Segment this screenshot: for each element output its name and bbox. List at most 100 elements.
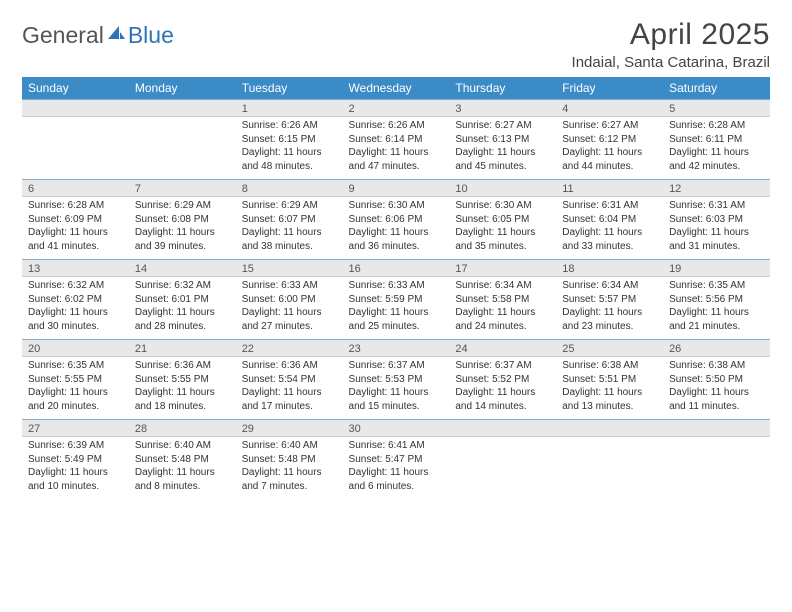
sunset-text: Sunset: 5:52 PM	[455, 373, 550, 387]
calendar-row: 20Sunrise: 6:35 AMSunset: 5:55 PMDayligh…	[22, 339, 770, 419]
sunrise-text: Sunrise: 6:39 AM	[28, 439, 123, 453]
sunrise-text: Sunrise: 6:41 AM	[349, 439, 444, 453]
daylight-text-2: and 38 minutes.	[242, 240, 337, 254]
daylight-text-1: Daylight: 11 hours	[242, 386, 337, 400]
day-details: Sunrise: 6:28 AMSunset: 6:09 PMDaylight:…	[22, 197, 129, 259]
daylight-text-1: Daylight: 11 hours	[28, 306, 123, 320]
daylight-text-1: Daylight: 11 hours	[135, 306, 230, 320]
daylight-text-2: and 7 minutes.	[242, 480, 337, 494]
day-number: 30	[343, 419, 450, 437]
logo-text-general: General	[22, 22, 104, 49]
day-cell-22: 22Sunrise: 6:36 AMSunset: 5:54 PMDayligh…	[236, 339, 343, 419]
day-number: 6	[22, 179, 129, 197]
day-number	[22, 99, 129, 117]
day-number	[663, 419, 770, 437]
sunset-text: Sunset: 6:00 PM	[242, 293, 337, 307]
sunrise-text: Sunrise: 6:40 AM	[242, 439, 337, 453]
day-number: 12	[663, 179, 770, 197]
daylight-text-2: and 18 minutes.	[135, 400, 230, 414]
day-details: Sunrise: 6:32 AMSunset: 6:02 PMDaylight:…	[22, 277, 129, 339]
sunset-text: Sunset: 6:15 PM	[242, 133, 337, 147]
day-cell-10: 10Sunrise: 6:30 AMSunset: 6:05 PMDayligh…	[449, 179, 556, 259]
daylight-text-1: Daylight: 11 hours	[562, 386, 657, 400]
day-details	[663, 437, 770, 497]
sunset-text: Sunset: 6:12 PM	[562, 133, 657, 147]
calendar-table: SundayMondayTuesdayWednesdayThursdayFrid…	[22, 77, 770, 499]
day-details: Sunrise: 6:35 AMSunset: 5:55 PMDaylight:…	[22, 357, 129, 419]
daylight-text-2: and 42 minutes.	[669, 160, 764, 174]
day-header-sunday: Sunday	[22, 77, 129, 99]
calendar-row: 27Sunrise: 6:39 AMSunset: 5:49 PMDayligh…	[22, 419, 770, 499]
daylight-text-1: Daylight: 11 hours	[455, 146, 550, 160]
daylight-text-1: Daylight: 11 hours	[28, 226, 123, 240]
day-number: 10	[449, 179, 556, 197]
day-cell-8: 8Sunrise: 6:29 AMSunset: 6:07 PMDaylight…	[236, 179, 343, 259]
calendar-body: 1Sunrise: 6:26 AMSunset: 6:15 PMDaylight…	[22, 99, 770, 499]
daylight-text-2: and 30 minutes.	[28, 320, 123, 334]
day-number: 3	[449, 99, 556, 117]
day-cell-19: 19Sunrise: 6:35 AMSunset: 5:56 PMDayligh…	[663, 259, 770, 339]
day-number: 22	[236, 339, 343, 357]
day-cell-11: 11Sunrise: 6:31 AMSunset: 6:04 PMDayligh…	[556, 179, 663, 259]
sunrise-text: Sunrise: 6:38 AM	[562, 359, 657, 373]
day-details: Sunrise: 6:40 AMSunset: 5:48 PMDaylight:…	[236, 437, 343, 499]
sunrise-text: Sunrise: 6:40 AM	[135, 439, 230, 453]
day-cell-23: 23Sunrise: 6:37 AMSunset: 5:53 PMDayligh…	[343, 339, 450, 419]
sunrise-text: Sunrise: 6:29 AM	[242, 199, 337, 213]
day-number: 28	[129, 419, 236, 437]
day-details: Sunrise: 6:41 AMSunset: 5:47 PMDaylight:…	[343, 437, 450, 499]
sunrise-text: Sunrise: 6:27 AM	[455, 119, 550, 133]
day-cell-13: 13Sunrise: 6:32 AMSunset: 6:02 PMDayligh…	[22, 259, 129, 339]
sunrise-text: Sunrise: 6:36 AM	[135, 359, 230, 373]
day-details	[22, 117, 129, 177]
day-details: Sunrise: 6:26 AMSunset: 6:14 PMDaylight:…	[343, 117, 450, 179]
day-details: Sunrise: 6:29 AMSunset: 6:07 PMDaylight:…	[236, 197, 343, 259]
daylight-text-1: Daylight: 11 hours	[455, 306, 550, 320]
daylight-text-2: and 41 minutes.	[28, 240, 123, 254]
daylight-text-1: Daylight: 11 hours	[562, 146, 657, 160]
daylight-text-2: and 11 minutes.	[669, 400, 764, 414]
empty-cell	[556, 419, 663, 499]
day-details: Sunrise: 6:36 AMSunset: 5:55 PMDaylight:…	[129, 357, 236, 419]
sunset-text: Sunset: 6:01 PM	[135, 293, 230, 307]
daylight-text-2: and 48 minutes.	[242, 160, 337, 174]
day-cell-3: 3Sunrise: 6:27 AMSunset: 6:13 PMDaylight…	[449, 99, 556, 179]
sunrise-text: Sunrise: 6:27 AM	[562, 119, 657, 133]
day-number: 17	[449, 259, 556, 277]
day-number	[449, 419, 556, 437]
daylight-text-1: Daylight: 11 hours	[349, 386, 444, 400]
daylight-text-1: Daylight: 11 hours	[669, 146, 764, 160]
day-header-thursday: Thursday	[449, 77, 556, 99]
day-number: 24	[449, 339, 556, 357]
sunset-text: Sunset: 6:11 PM	[669, 133, 764, 147]
sunset-text: Sunset: 5:59 PM	[349, 293, 444, 307]
month-title: April 2025	[572, 18, 770, 52]
day-cell-14: 14Sunrise: 6:32 AMSunset: 6:01 PMDayligh…	[129, 259, 236, 339]
sunrise-text: Sunrise: 6:30 AM	[455, 199, 550, 213]
sunset-text: Sunset: 5:50 PM	[669, 373, 764, 387]
daylight-text-2: and 33 minutes.	[562, 240, 657, 254]
day-cell-25: 25Sunrise: 6:38 AMSunset: 5:51 PMDayligh…	[556, 339, 663, 419]
daylight-text-1: Daylight: 11 hours	[455, 226, 550, 240]
daylight-text-2: and 17 minutes.	[242, 400, 337, 414]
day-number: 26	[663, 339, 770, 357]
day-number: 14	[129, 259, 236, 277]
daylight-text-1: Daylight: 11 hours	[135, 386, 230, 400]
day-number: 11	[556, 179, 663, 197]
daylight-text-1: Daylight: 11 hours	[562, 226, 657, 240]
sunset-text: Sunset: 6:07 PM	[242, 213, 337, 227]
calendar-row: 13Sunrise: 6:32 AMSunset: 6:02 PMDayligh…	[22, 259, 770, 339]
sunset-text: Sunset: 5:48 PM	[135, 453, 230, 467]
sunrise-text: Sunrise: 6:37 AM	[455, 359, 550, 373]
sunset-text: Sunset: 6:14 PM	[349, 133, 444, 147]
day-details: Sunrise: 6:30 AMSunset: 6:05 PMDaylight:…	[449, 197, 556, 259]
sunset-text: Sunset: 6:09 PM	[28, 213, 123, 227]
sunset-text: Sunset: 6:04 PM	[562, 213, 657, 227]
sunrise-text: Sunrise: 6:35 AM	[669, 279, 764, 293]
day-header-friday: Friday	[556, 77, 663, 99]
day-number: 7	[129, 179, 236, 197]
day-cell-5: 5Sunrise: 6:28 AMSunset: 6:11 PMDaylight…	[663, 99, 770, 179]
day-details: Sunrise: 6:36 AMSunset: 5:54 PMDaylight:…	[236, 357, 343, 419]
title-block: April 2025 Indaial, Santa Catarina, Braz…	[572, 18, 770, 71]
day-number: 18	[556, 259, 663, 277]
